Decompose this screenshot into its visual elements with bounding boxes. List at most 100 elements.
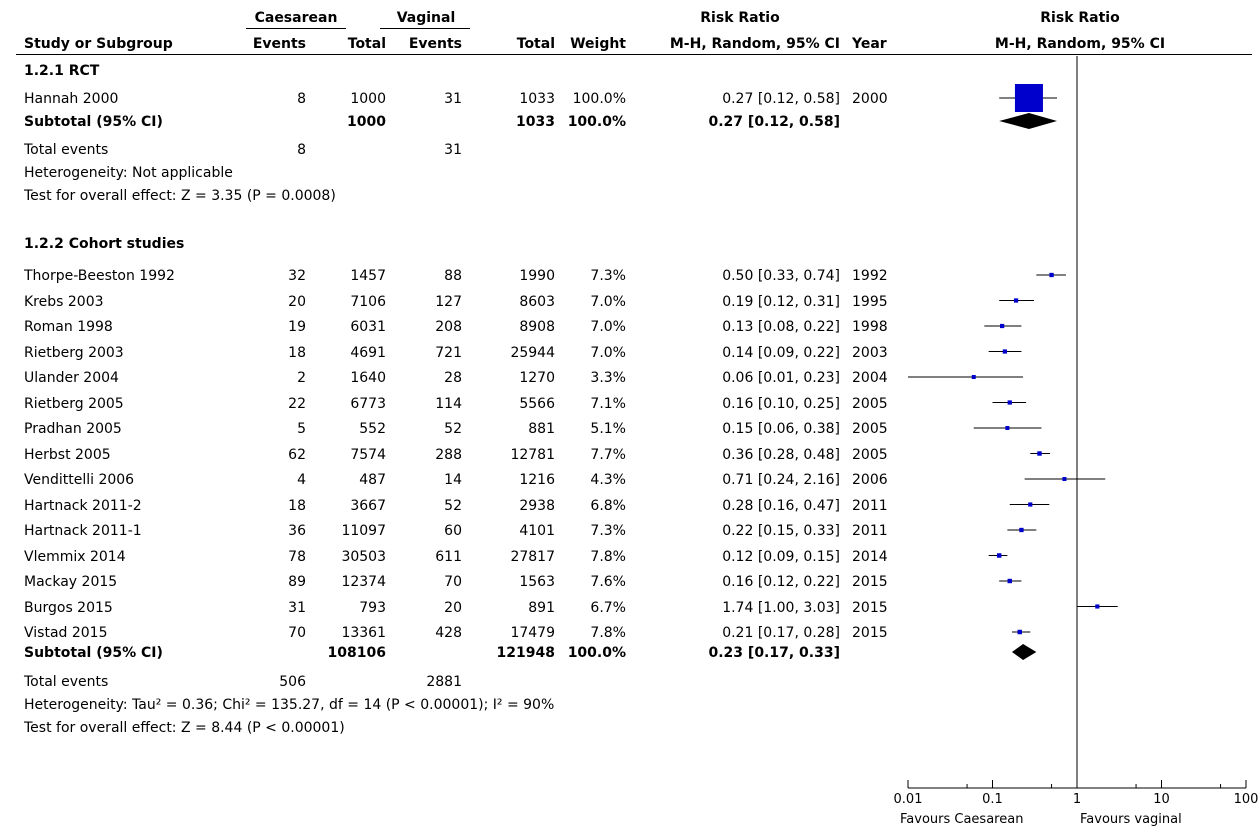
total2-cell: 5566: [519, 395, 555, 412]
study-name: Hartnack 2011-2: [24, 497, 142, 514]
group1-header: Caesarean: [254, 10, 338, 26]
events1-cell: 62: [288, 446, 306, 463]
study-point-marker: [1007, 578, 1012, 584]
group1-underline: [246, 28, 346, 29]
study-name: Vendittelli 2006: [24, 472, 135, 488]
ci-cell: 0.50 [0.33, 0.74]: [722, 268, 840, 284]
year-cell: 2006: [852, 472, 888, 488]
ci-cell: 0.15 [0.06, 0.38]: [722, 421, 840, 437]
subtotal-label: Subtotal (95% CI): [24, 645, 163, 661]
total1-cell: 12374: [341, 574, 386, 590]
events2-cell: 28: [444, 370, 462, 386]
subgroup-title: 1.2.2 Cohort studies: [24, 236, 185, 252]
study-point-marker: [1000, 323, 1005, 329]
study-point-marker: [1049, 272, 1054, 278]
study-point-marker: [1002, 349, 1007, 354]
total2-cell: 8603: [519, 293, 555, 310]
heterogeneity-text: Heterogeneity: Not applicable: [24, 165, 233, 181]
study-name: Pradhan 2005: [24, 421, 122, 437]
plot-method-header: M-H, Random, 95% CI: [994, 36, 1166, 52]
events2-cell: 31: [444, 91, 462, 107]
subtotal-total1: 1000: [347, 114, 386, 130]
study-point-marker: [1028, 502, 1033, 507]
ci-cell: 0.13 [0.08, 0.22]: [722, 319, 840, 335]
total2-cell: 4101: [519, 523, 555, 539]
col-events2-header: Events: [408, 36, 462, 52]
total-events1: 8: [297, 142, 306, 158]
study-name: Roman 1998: [24, 319, 113, 335]
events1-cell: 18: [288, 344, 306, 361]
overall-effect-text: Test for overall effect: Z = 3.35 (P = 0…: [24, 188, 336, 204]
study-name: Thorpe-Beeston 1992: [24, 268, 175, 284]
x-tick-label: 0.01: [894, 792, 923, 807]
year-cell: 2015: [852, 599, 888, 616]
total1-cell: 7574: [350, 446, 386, 463]
total2-cell: 8908: [519, 319, 555, 335]
year-cell: 2005: [852, 421, 888, 437]
year-cell: 2000: [852, 91, 888, 107]
year-cell: 1995: [852, 293, 888, 310]
col-weight-header: Weight: [570, 36, 626, 52]
study-point-marker: [1005, 426, 1010, 430]
study-point-marker: [1017, 629, 1022, 635]
weight-cell: 7.0%: [590, 293, 626, 310]
study-point-marker: [1037, 451, 1042, 456]
events2-cell: 88: [444, 268, 462, 284]
year-cell: 2004: [852, 370, 888, 386]
study-name: Vlemmix 2014: [24, 548, 126, 565]
total2-cell: 25944: [510, 344, 555, 361]
ci-cell: 0.16 [0.10, 0.25]: [722, 395, 840, 412]
total1-cell: 6773: [350, 395, 386, 412]
year-cell: 2005: [852, 395, 888, 412]
events1-cell: 2: [297, 370, 306, 386]
year-cell: 1992: [852, 268, 888, 284]
events1-cell: 4: [297, 472, 306, 488]
ci-cell: 0.19 [0.12, 0.31]: [722, 293, 840, 310]
total-events-label: Total events: [24, 674, 109, 690]
ci-cell: 0.12 [0.09, 0.15]: [722, 548, 840, 565]
favours-right-label: Favours vaginal: [1080, 812, 1182, 827]
plot-title: Risk Ratio: [1040, 10, 1120, 26]
weight-cell: 7.8%: [590, 548, 626, 565]
study-name: Herbst 2005: [24, 446, 111, 463]
total2-cell: 1216: [519, 472, 555, 488]
total2-cell: 2938: [519, 497, 555, 514]
ci-cell: 0.21 [0.17, 0.28]: [722, 625, 840, 641]
study-name: Hartnack 2011-1: [24, 523, 142, 539]
study-point-marker: [1007, 400, 1012, 405]
study-name: Ulander 2004: [24, 370, 119, 386]
events1-cell: 36: [288, 523, 306, 539]
weight-cell: 5.1%: [590, 421, 626, 437]
events2-cell: 20: [444, 599, 462, 616]
ci-cell: 0.22 [0.15, 0.33]: [722, 523, 840, 539]
ci-cell: 0.71 [0.24, 2.16]: [722, 472, 840, 488]
year-cell: 2014: [852, 548, 888, 565]
total-events2: 2881: [426, 674, 462, 690]
study-name: Mackay 2015: [24, 574, 118, 590]
study-name: Vistad 2015: [24, 625, 108, 641]
year-cell: 2015: [852, 625, 888, 641]
events2-cell: 288: [435, 446, 462, 463]
total1-cell: 793: [359, 599, 386, 616]
total2-cell: 1563: [519, 574, 555, 590]
weight-cell: 4.3%: [590, 472, 626, 488]
x-tick-label: 10: [1153, 792, 1170, 807]
group2-header: Vaginal: [396, 10, 456, 26]
col-year-header: Year: [852, 36, 887, 52]
year-cell: 2011: [852, 497, 888, 514]
ci-cell: 0.36 [0.28, 0.48]: [722, 446, 840, 463]
study-name: Burgos 2015: [24, 599, 113, 616]
study-point-marker: [996, 553, 1002, 558]
events1-cell: 19: [288, 319, 306, 335]
subtotal-total2: 1033: [516, 114, 555, 130]
weight-cell: 7.3%: [590, 523, 626, 539]
total-events1: 506: [279, 674, 306, 690]
weight-cell: 7.3%: [590, 268, 626, 284]
weight-cell: 7.8%: [590, 625, 626, 641]
total1-cell: 487: [359, 472, 386, 488]
ci-cell: 0.28 [0.16, 0.47]: [722, 497, 840, 514]
weight-cell: 6.8%: [590, 497, 626, 514]
subtotal-weight: 100.0%: [567, 114, 626, 130]
col-total2-header: Total: [516, 36, 555, 52]
